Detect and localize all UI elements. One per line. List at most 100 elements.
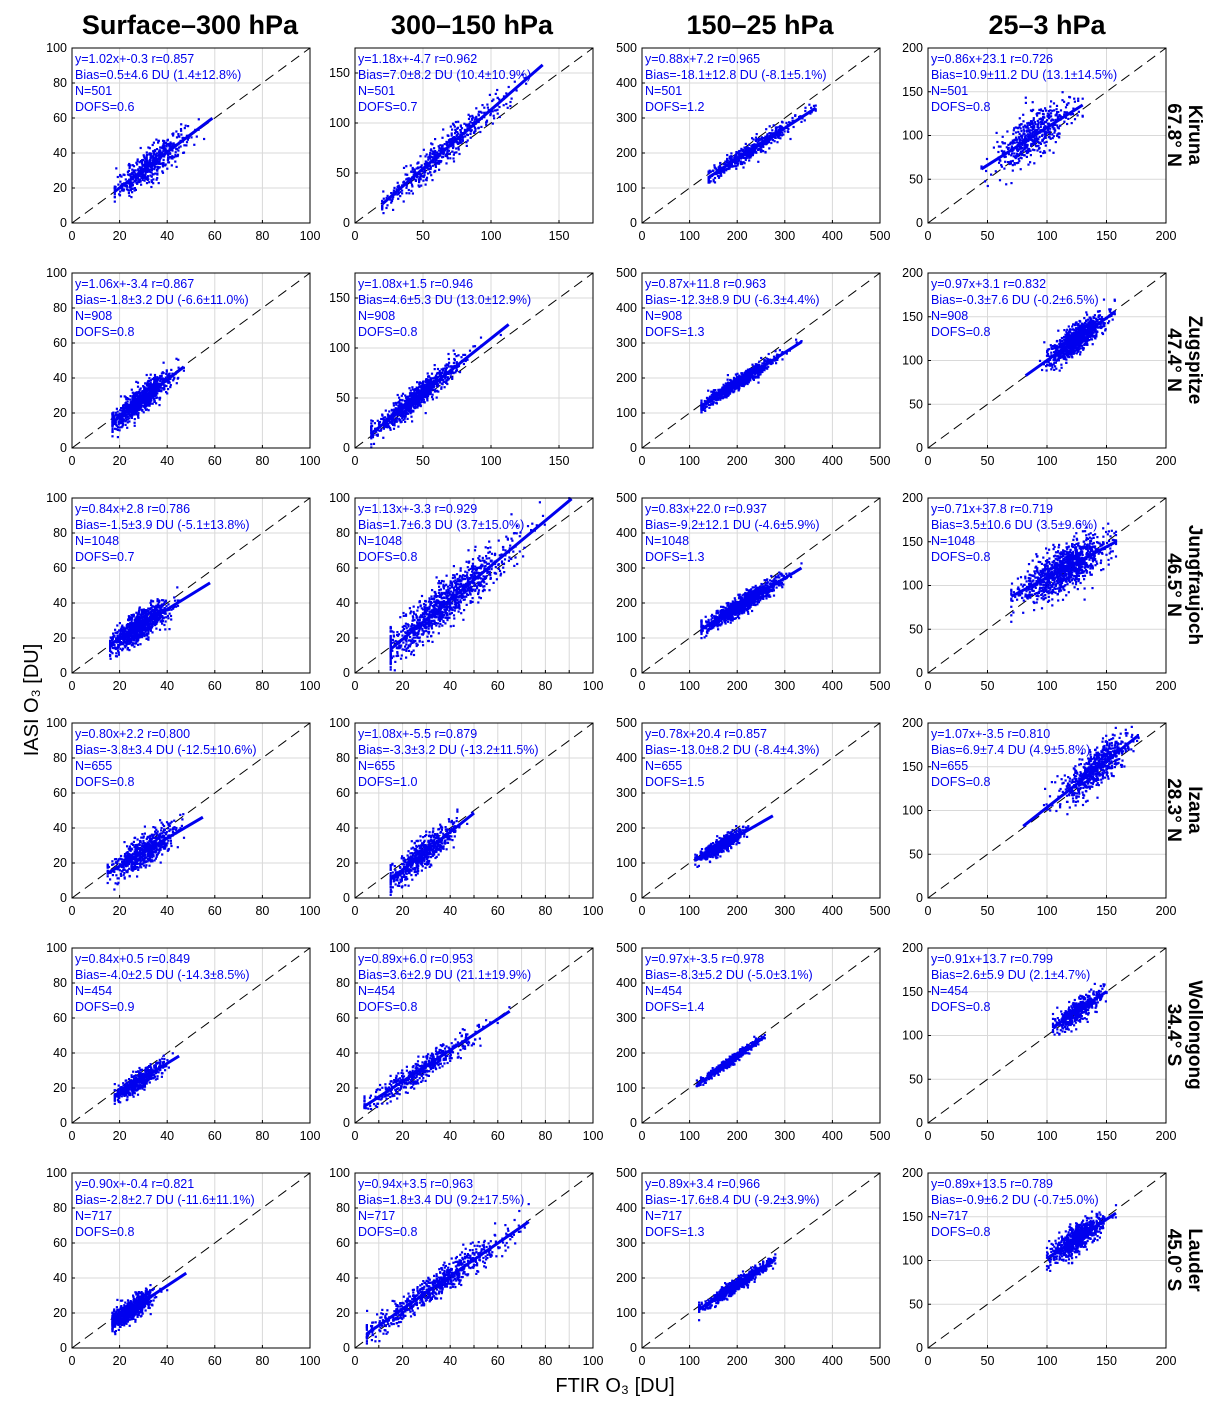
- data-point: [392, 402, 395, 405]
- data-point: [458, 141, 461, 144]
- data-point: [1032, 125, 1035, 128]
- data-point: [1007, 148, 1010, 151]
- data-point: [385, 196, 388, 200]
- row-latitude-label: 67.8° N: [1163, 103, 1184, 167]
- data-point: [424, 155, 427, 158]
- data-point: [1042, 126, 1046, 129]
- data-point: [1019, 156, 1022, 159]
- data-point: [422, 380, 425, 383]
- data-point: [1018, 140, 1021, 143]
- data-point: [149, 397, 152, 400]
- data-point: [137, 180, 140, 183]
- data-point: [118, 429, 121, 432]
- data-point: [399, 190, 402, 194]
- data-point: [453, 136, 456, 139]
- data-point: [481, 104, 484, 107]
- data-point: [1037, 127, 1040, 130]
- data-point: [180, 123, 183, 126]
- data-point: [406, 177, 409, 180]
- data-point: [1033, 142, 1036, 146]
- regression-line: [370, 323, 510, 435]
- data-point: [429, 171, 432, 174]
- data-point: [423, 174, 426, 177]
- data-point: [406, 417, 409, 420]
- data-point: [997, 150, 1000, 154]
- data-point: [137, 168, 140, 171]
- data-point: [439, 144, 442, 147]
- stats-text: DOFS=0.8: [931, 100, 990, 114]
- data-point: [171, 144, 174, 147]
- data-point: [1035, 139, 1038, 143]
- data-point: [431, 179, 434, 182]
- y-tick-label: 0: [343, 216, 350, 230]
- data-point: [181, 136, 184, 139]
- regression-line: [980, 103, 1084, 171]
- data-point: [410, 410, 413, 413]
- data-point: [1073, 100, 1076, 103]
- data-point: [146, 170, 149, 173]
- data-point: [133, 424, 136, 427]
- data-point: [391, 197, 394, 201]
- data-point: [147, 379, 150, 383]
- data-point: [1058, 136, 1061, 139]
- data-point: [1002, 142, 1005, 145]
- x-tick-label: 0: [352, 454, 359, 468]
- data-point: [1054, 118, 1057, 121]
- data-point: [114, 422, 117, 425]
- data-point: [124, 423, 127, 426]
- data-point: [398, 396, 401, 399]
- data-point: [767, 352, 770, 356]
- data-point: [716, 174, 720, 178]
- data-point: [136, 405, 139, 408]
- data-point: [398, 402, 401, 406]
- data-point: [756, 141, 759, 144]
- data-point: [429, 166, 432, 169]
- data-point: [1044, 136, 1047, 139]
- data-point: [708, 406, 711, 409]
- data-point: [780, 120, 784, 123]
- data-point: [381, 199, 384, 202]
- data-point: [130, 388, 133, 391]
- data-point: [162, 158, 165, 161]
- data-point: [382, 416, 385, 419]
- data-point: [400, 413, 403, 416]
- data-point: [493, 117, 496, 120]
- data-point: [758, 137, 761, 140]
- data-point: [151, 159, 154, 162]
- data-point: [491, 110, 494, 113]
- data-point: [174, 151, 177, 154]
- data-point: [1004, 160, 1007, 163]
- data-point: [428, 157, 431, 160]
- data-point: [149, 373, 152, 376]
- data-point: [444, 153, 447, 156]
- data-point: [779, 124, 782, 128]
- data-point: [441, 144, 444, 147]
- one-to-one-line: [641, 47, 881, 224]
- data-point: [460, 138, 463, 141]
- data-point: [1019, 147, 1022, 150]
- data-point: [759, 149, 762, 152]
- data-point: [709, 170, 712, 173]
- data-point: [425, 161, 428, 164]
- data-point: [150, 152, 153, 155]
- data-point: [1061, 91, 1064, 94]
- stats-text: y=1.02x+-0.3 r=0.857: [75, 52, 194, 66]
- x-tick-label: 500: [870, 454, 891, 468]
- data-point: [747, 379, 750, 382]
- data-point: [1018, 126, 1021, 129]
- data-point: [486, 103, 489, 106]
- data-point: [413, 388, 416, 392]
- data-point: [466, 133, 469, 137]
- x-tick-label: 50: [416, 229, 430, 243]
- data-point: [450, 134, 453, 137]
- x-tick-label: 400: [822, 454, 843, 468]
- data-point: [485, 119, 489, 122]
- stats-text: Bias=4.6±5.3 DU (13.0±12.9%): [358, 293, 531, 307]
- data-point: [164, 164, 167, 167]
- data-point: [133, 421, 136, 424]
- data-point: [1026, 122, 1029, 125]
- data-point: [136, 160, 139, 163]
- data-point: [129, 175, 132, 178]
- data-point: [172, 132, 175, 136]
- data-point: [417, 178, 420, 181]
